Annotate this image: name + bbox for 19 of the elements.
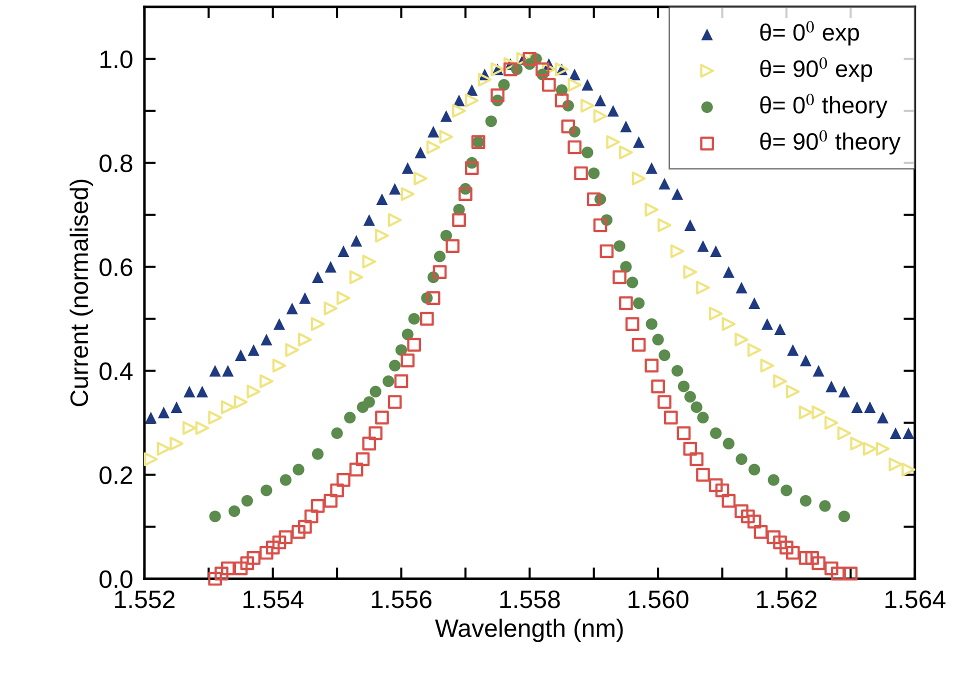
x-tick-label: 1.552: [115, 590, 174, 608]
y-tick-label: 0.0: [100, 570, 132, 588]
legend-label: θ= 0$^{0}$ exp: [760, 21, 859, 46]
y-tick-label: 0.8: [100, 154, 132, 172]
y-tick-label: 0.6: [100, 258, 132, 276]
y-tick-label: 0.2: [100, 466, 132, 484]
x-tick-label: 1.562: [757, 590, 816, 608]
y-tick-label: 0.4: [100, 362, 133, 380]
x-tick-label: 1.556: [372, 590, 432, 608]
y-axis-title: Current (normalised): [70, 180, 94, 406]
x-tick-label: 1.554: [243, 590, 304, 608]
y-tick-label: 1.0: [100, 50, 132, 68]
x-axis-title: Wavelength (nm): [435, 618, 623, 642]
legend-label: θ= 90$^{0}$ exp: [760, 57, 872, 82]
x-tick-label: 1.558: [500, 590, 560, 608]
x-tick-label: 1.564: [885, 590, 946, 608]
legend-label: θ= 90$^{0}$ theory: [760, 130, 901, 155]
x-tick-label: 1.560: [628, 590, 688, 608]
legend-label: θ= 0$^{0}$ theory: [760, 94, 888, 118]
